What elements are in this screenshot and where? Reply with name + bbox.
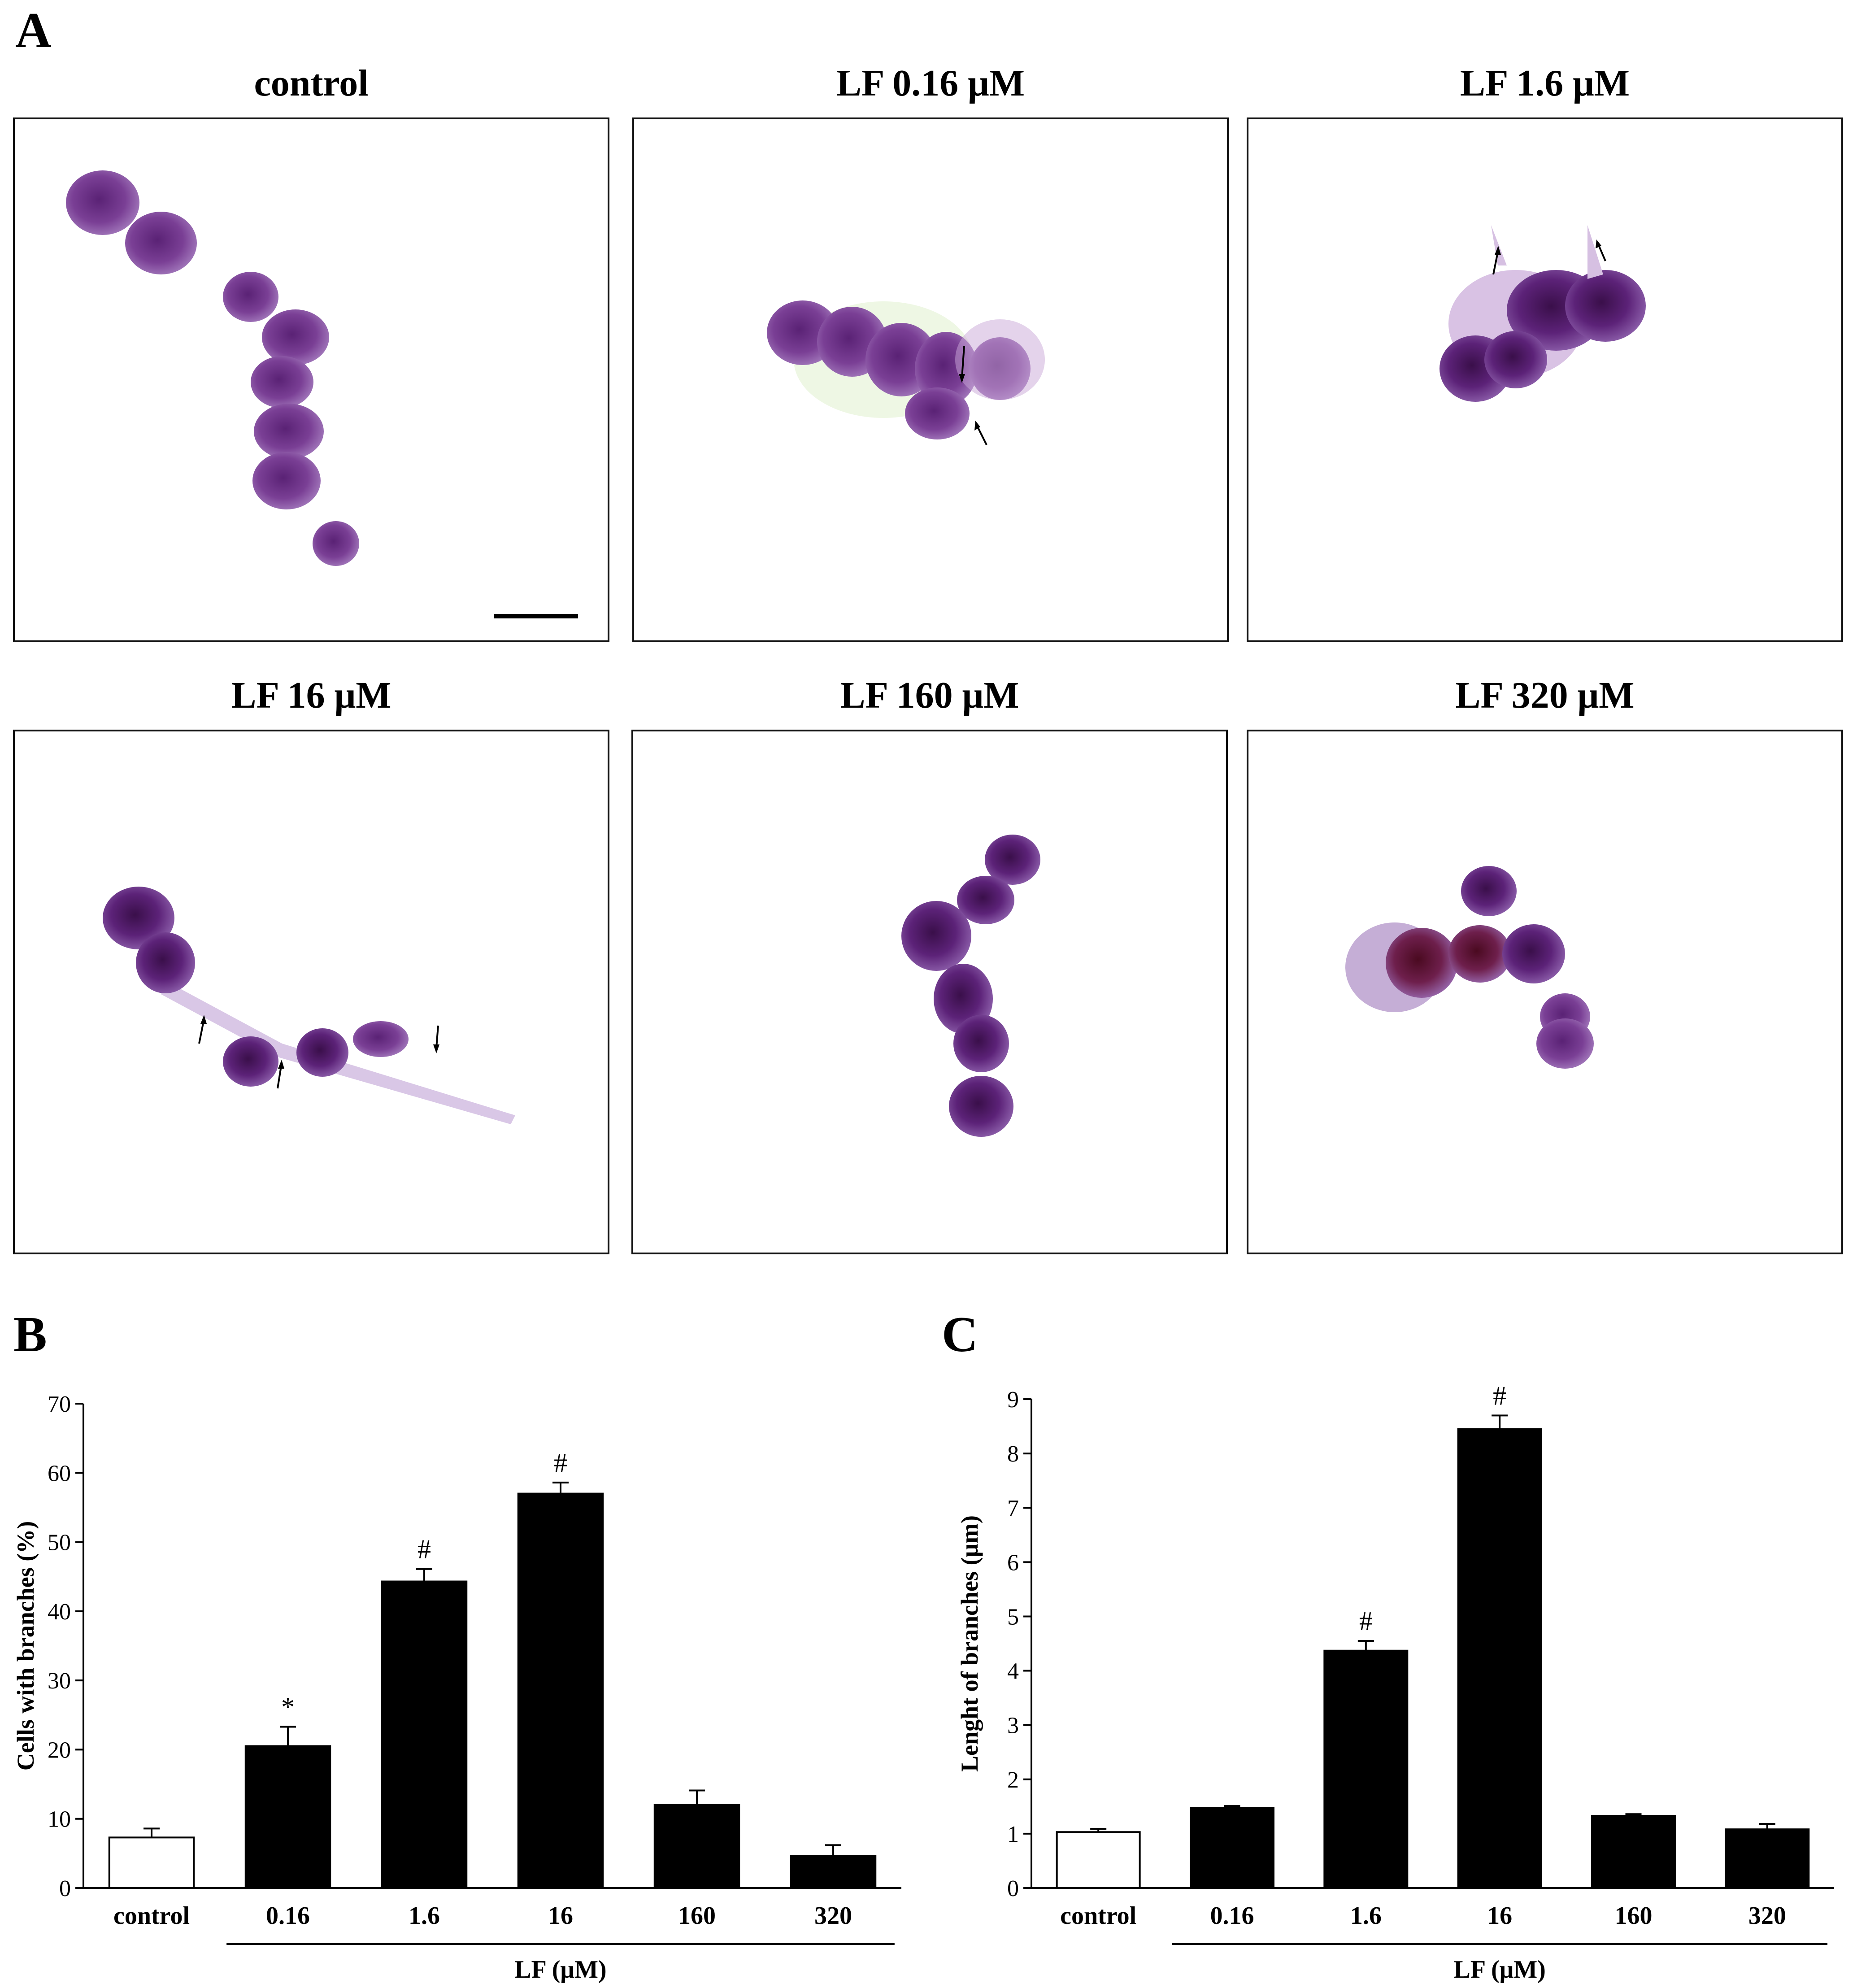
bar — [1056, 1831, 1141, 1889]
category-label: 320 — [1748, 1902, 1786, 1930]
category-label: 160 — [678, 1902, 716, 1930]
y-axis-label: Cells with branches (%) — [12, 1521, 39, 1770]
category-label: control — [1060, 1902, 1136, 1930]
y-tick-label: 70 — [48, 1392, 71, 1417]
category-label: 1.6 — [409, 1902, 440, 1930]
bar — [108, 1836, 195, 1889]
significance-mark: # — [417, 1535, 431, 1564]
micrograph-frame — [631, 730, 1228, 1254]
category-label: 0.16 — [266, 1902, 310, 1930]
y-tick-label: 1 — [1007, 1822, 1019, 1847]
y-tick-label: 2 — [1007, 1767, 1019, 1793]
micrograph-title: control — [254, 62, 369, 104]
category-label: 160 — [1615, 1902, 1653, 1930]
y-tick-label: 6 — [1007, 1550, 1019, 1575]
micrograph-frame — [13, 730, 609, 1254]
y-tick-label: 9 — [1007, 1387, 1019, 1413]
y-tick-label: 5 — [1007, 1604, 1019, 1630]
cell-image — [901, 835, 1040, 1137]
bar — [1725, 1828, 1810, 1889]
category-label: 1.6 — [1350, 1902, 1382, 1930]
bar — [1190, 1807, 1274, 1889]
category-label: 0.16 — [1210, 1902, 1254, 1930]
y-tick-label: 30 — [48, 1668, 71, 1694]
micrograph-frame — [1247, 730, 1843, 1254]
category-label: 16 — [1487, 1902, 1512, 1930]
panel-a-label: A — [15, 3, 52, 58]
micrograph-title: LF 0.16 μM — [836, 62, 1025, 104]
category-label: control — [113, 1902, 190, 1930]
micrograph-title: LF 160 μM — [840, 674, 1019, 716]
y-tick-label: 40 — [48, 1599, 71, 1625]
y-tick-label: 60 — [48, 1461, 71, 1486]
bar — [381, 1580, 468, 1889]
significance-mark: # — [1359, 1606, 1373, 1636]
significance-mark: * — [281, 1692, 295, 1722]
y-tick-label: 20 — [48, 1737, 71, 1763]
bar — [517, 1492, 604, 1889]
category-label: 16 — [548, 1902, 573, 1930]
y-axis-label: Lenght of branches (μm) — [956, 1515, 983, 1772]
micrograph-title: LF 16 μM — [231, 674, 391, 716]
y-tick-label: 0 — [1007, 1876, 1019, 1901]
x-axis-label: LF (μM) — [514, 1956, 606, 1984]
bar — [244, 1745, 331, 1889]
y-tick-label: 10 — [48, 1807, 71, 1832]
significance-mark: # — [1493, 1381, 1506, 1410]
micrograph-title: LF 320 μM — [1455, 674, 1635, 716]
cell-image — [767, 300, 1045, 445]
bar — [1591, 1814, 1676, 1889]
category-label: 320 — [814, 1902, 852, 1930]
panel-b-label: B — [13, 1307, 47, 1362]
y-tick-label: 8 — [1007, 1441, 1019, 1467]
panel-c-label: C — [942, 1307, 978, 1362]
bar — [1323, 1649, 1409, 1889]
bar — [1457, 1428, 1542, 1889]
y-tick-label: 0 — [59, 1876, 71, 1901]
y-tick-label: 50 — [48, 1530, 71, 1556]
y-tick-label: 3 — [1007, 1713, 1019, 1739]
significance-mark: # — [554, 1448, 567, 1478]
micrograph-frame — [1247, 117, 1843, 642]
cell-image — [66, 170, 578, 618]
micrograph-title: LF 1.6 μM — [1460, 62, 1630, 104]
x-axis-label: LF (μM) — [1453, 1956, 1545, 1984]
y-tick-label: 4 — [1007, 1659, 1019, 1684]
bar — [653, 1804, 740, 1889]
cell-image — [1440, 225, 1646, 402]
cell-image — [1345, 866, 1594, 1069]
cell-image — [103, 887, 515, 1124]
y-tick-label: 7 — [1007, 1496, 1019, 1521]
